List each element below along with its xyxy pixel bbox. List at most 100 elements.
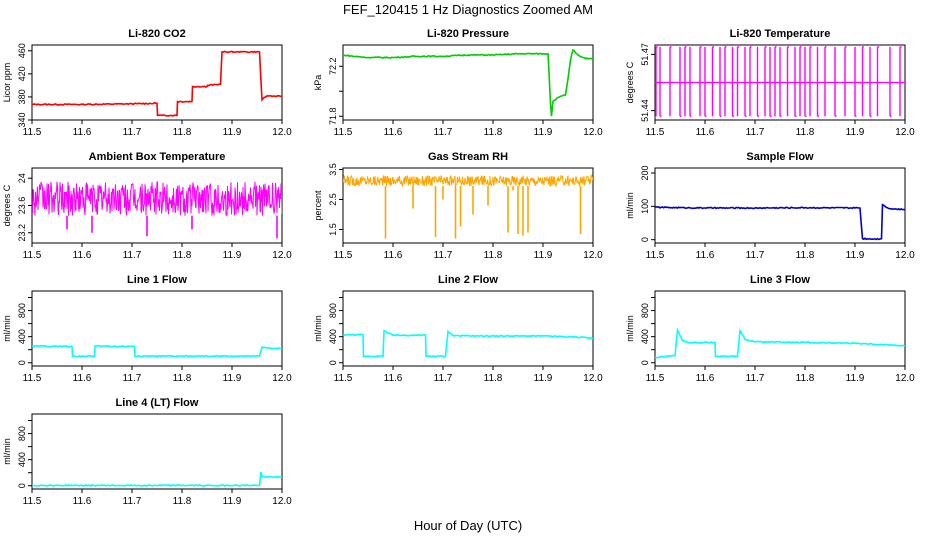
y-tick-label: 400 xyxy=(17,329,27,344)
y-tick-label: 23.6 xyxy=(17,197,27,215)
chart-title: Line 4 (LT) Flow xyxy=(116,397,199,409)
chart-panel: Ambient Box Temperature 11.5 11.6 11.7 11.8 1… xyxy=(2,151,292,261)
chart-title: Sample Flow xyxy=(746,151,814,163)
y-tick-label: 400 xyxy=(640,329,650,344)
series-line xyxy=(655,203,905,241)
x-tick-label: 11.5 xyxy=(23,250,42,261)
y-axis-label: ml/min xyxy=(2,438,12,465)
plot-frame xyxy=(654,290,906,367)
x-tick-label: 11.9 xyxy=(223,373,242,384)
x-tick-label: 12.0 xyxy=(583,127,603,138)
chart-panel: Line 1 Flow 11.5 11.6 11.7 11.8 11.9 12.0 0 400 8… xyxy=(2,274,292,384)
chart-panel: Li-820 Temperature 11.5 11.6 11.7 11.8 11.9 12… xyxy=(625,28,915,138)
x-tick-label: 12.0 xyxy=(583,373,603,384)
y-tick-label: 3.5 xyxy=(328,163,338,176)
x-tick-label: 11.5 xyxy=(646,373,665,384)
x-tick-label: 11.6 xyxy=(73,250,92,261)
x-tick-label: 11.9 xyxy=(846,250,865,261)
x-tick-label: 11.6 xyxy=(696,250,715,261)
y-tick-label: 72.2 xyxy=(328,57,338,75)
chart-title: Gas Stream RH xyxy=(428,151,508,163)
series-line xyxy=(32,50,282,117)
x-tick-label: 12.0 xyxy=(272,127,292,138)
chart-panel: Li-820 CO2 11.5 11.6 11.7 11.8 11.9 12.0 340 380… xyxy=(2,28,292,138)
x-tick-label: 11.5 xyxy=(646,250,665,261)
x-tick-label: 12.0 xyxy=(272,373,292,384)
x-tick-label: 11.5 xyxy=(23,496,42,507)
series-line xyxy=(343,173,593,188)
x-tick-label: 11.5 xyxy=(334,127,353,138)
x-tick-label: 11.9 xyxy=(223,127,242,138)
chart-panel: Line 2 Flow 11.5 11.6 11.7 11.8 11.9 12.0 0 400 8… xyxy=(313,274,603,384)
chart-panel: Line 3 Flow 11.5 11.6 11.7 11.8 11.9 12.0 0 400 8… xyxy=(625,274,915,384)
plot-frame xyxy=(31,44,283,121)
x-tick-label: 11.7 xyxy=(123,250,142,261)
y-tick-label: 800 xyxy=(328,303,338,318)
x-tick-label: 11.7 xyxy=(123,496,142,507)
x-tick-label: 12.0 xyxy=(895,127,915,138)
x-tick-label: 11.6 xyxy=(384,250,403,261)
x-tick-label: 11.9 xyxy=(846,127,865,138)
series-line xyxy=(32,181,282,218)
x-tick-label: 12.0 xyxy=(272,250,292,261)
y-tick-label: 0 xyxy=(17,360,27,365)
x-tick-label: 11.6 xyxy=(73,496,92,507)
y-axis-label: degrees C xyxy=(625,61,635,103)
x-tick-label: 11.8 xyxy=(173,127,192,138)
x-tick-label: 11.5 xyxy=(23,127,42,138)
y-axis-label: percent xyxy=(313,190,323,221)
y-tick-label: 2.5 xyxy=(328,193,338,206)
x-tick-label: 11.8 xyxy=(796,127,815,138)
chart-title: Li-820 Temperature xyxy=(730,28,831,40)
series-line xyxy=(32,344,282,358)
plot-frame xyxy=(342,290,594,367)
y-tick-label: 23.2 xyxy=(17,224,27,242)
chart-title: Line 1 Flow xyxy=(127,274,187,286)
plot-frame xyxy=(342,167,594,244)
x-tick-label: 11.9 xyxy=(846,373,865,384)
y-tick-label: 0 xyxy=(640,360,650,365)
x-tick-label: 11.9 xyxy=(223,496,242,507)
x-tick-label: 11.8 xyxy=(484,250,503,261)
y-tick-label: 0 xyxy=(17,483,27,488)
plot-frame xyxy=(31,290,283,367)
y-tick-label: 420 xyxy=(17,66,27,81)
x-tick-label: 11.8 xyxy=(173,373,192,384)
x-tick-label: 12.0 xyxy=(272,496,292,507)
y-tick-label: 0 xyxy=(640,237,650,242)
x-tick-label: 11.9 xyxy=(223,250,242,261)
y-tick-label: 800 xyxy=(17,303,27,318)
x-tick-label: 11.8 xyxy=(484,127,503,138)
chart-title: Li-820 CO2 xyxy=(128,28,185,40)
x-tick-label: 11.7 xyxy=(123,127,142,138)
x-tick-label: 11.8 xyxy=(796,373,815,384)
x-tick-label: 11.7 xyxy=(434,250,453,261)
y-tick-label: 800 xyxy=(17,426,27,441)
x-tick-label: 11.7 xyxy=(746,127,765,138)
y-tick-label: 400 xyxy=(17,452,27,467)
y-tick-label: 71.8 xyxy=(328,107,338,125)
y-tick-label: 51.44 xyxy=(640,99,650,122)
y-tick-label: 460 xyxy=(17,43,27,58)
plot-frame xyxy=(31,413,283,490)
y-tick-label: 0 xyxy=(328,360,338,365)
plot-frame xyxy=(654,167,906,244)
x-tick-label: 11.7 xyxy=(434,373,453,384)
chart-panel: Li-820 Pressure 11.5 11.6 11.7 11.8 11.9 12.0 7… xyxy=(313,28,603,138)
x-tick-label: 11.5 xyxy=(646,127,665,138)
y-tick-label: 400 xyxy=(328,329,338,344)
x-tick-label: 11.8 xyxy=(173,496,192,507)
x-tick-label: 11.7 xyxy=(746,373,765,384)
y-tick-label: 340 xyxy=(17,112,27,127)
y-axis-label: ml/min xyxy=(625,192,635,219)
x-tick-label: 11.7 xyxy=(434,127,453,138)
chart-panel: Sample Flow 11.5 11.6 11.7 11.8 11.9 12.0 0 100 2… xyxy=(625,151,915,261)
chart-title: Line 2 Flow xyxy=(438,274,498,286)
x-tick-label: 11.6 xyxy=(384,373,403,384)
chart-panel: Line 4 (LT) Flow 11.5 11.6 11.7 11.8 11.9 12.0… xyxy=(2,397,292,507)
x-tick-label: 11.5 xyxy=(334,373,353,384)
x-tick-label: 11.5 xyxy=(23,373,42,384)
y-axis-label: ml/min xyxy=(2,315,12,342)
x-tick-label: 12.0 xyxy=(895,373,915,384)
figure-title: FEF_120415 1 Hz Diagnostics Zoomed AM xyxy=(342,2,593,17)
